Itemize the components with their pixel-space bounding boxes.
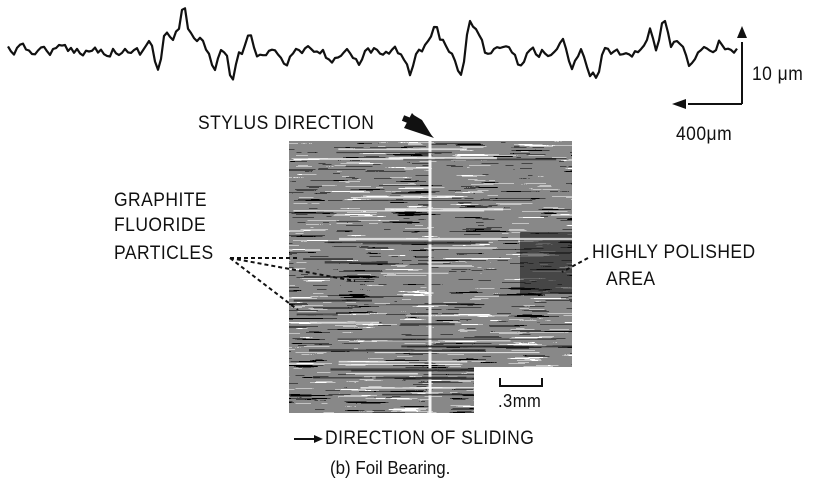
graphite-label-line2: FLUORIDE — [114, 215, 207, 236]
horizontal-scale-label: 400μm — [676, 124, 733, 145]
profile-scale-bars — [672, 26, 747, 109]
micrograph-scale-label: .3mm — [498, 391, 542, 411]
sliding-direction-label: DIRECTION OF SLIDING — [325, 428, 535, 449]
figure-caption: (b) Foil Bearing. — [330, 458, 451, 478]
horizontal-scale-arrow — [672, 99, 686, 109]
vertical-scale-label: 10 μm — [752, 64, 804, 85]
polished-label-line1: HIGHLY POLISHED — [592, 242, 756, 263]
sliding-direction-arrow — [294, 435, 323, 443]
vertical-scale-arrow — [737, 26, 747, 38]
graphite-label-line3: PARTICLES — [114, 243, 214, 264]
graphite-leader-lines — [229, 257, 356, 311]
polished-label-line2: AREA — [606, 269, 656, 290]
graphite-label-line1: GRAPHITE — [114, 190, 208, 211]
polished-leader-line — [561, 257, 589, 273]
sem-micrograph — [289, 141, 572, 413]
micrograph-scale-box — [474, 367, 572, 413]
micrograph-scale-bar — [499, 378, 543, 387]
stylus-direction-label: STYLUS DIRECTION — [198, 113, 375, 134]
stylus-direction-arrow — [401, 113, 434, 138]
surface-profile-trace — [7, 7, 738, 81]
